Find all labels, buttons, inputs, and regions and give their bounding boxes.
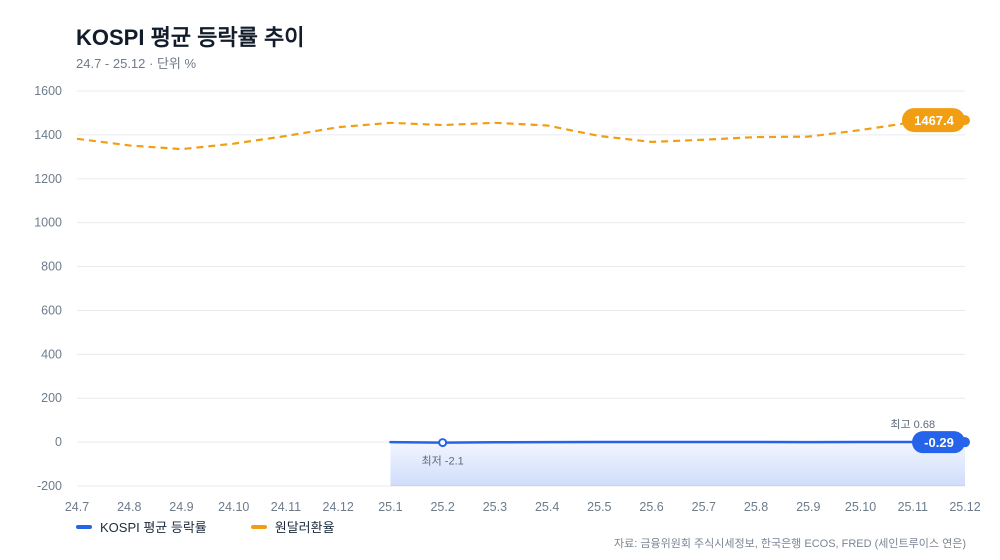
kospi-max-label: 최고 0.68 [890, 418, 935, 431]
x-tick-label: 24.11 [271, 500, 301, 514]
x-tick-label: 24.9 [169, 500, 193, 514]
x-tick-label: 25.8 [744, 500, 768, 514]
y-tick-label: 200 [41, 391, 62, 405]
legend-item-kospi[interactable]: KOSPI 평균 등락률 [76, 517, 207, 536]
kospi-min-point [438, 438, 448, 448]
y-tick-label: 800 [41, 260, 62, 274]
source-note: 자료: 금융위원회 주식시세정보, 한국은행 ECOS, FRED (세인트루이… [613, 538, 966, 550]
fx-end-point [960, 115, 970, 126]
legend-label-fx: 원달러환율 [274, 520, 335, 535]
kospi-value-badge-label: -0.29 [924, 435, 954, 450]
legend: KOSPI 평균 등락률 원달러환율 [76, 517, 335, 536]
y-tick-label: 0 [55, 435, 62, 449]
y-tick-label: 1600 [34, 84, 62, 98]
x-tick-label: 25.10 [845, 500, 876, 514]
kospi-end-point [960, 437, 970, 448]
fx-value-badge-label: 1467.4 [914, 113, 955, 128]
kospi-line [389, 440, 967, 444]
x-tick-label: 25.4 [535, 500, 559, 514]
x-tick-label: 24.12 [323, 500, 354, 514]
y-tick-label: 600 [41, 303, 62, 317]
x-tick-label: 25.5 [587, 500, 611, 514]
x-tick-label: 25.7 [692, 500, 716, 514]
x-tick-label: 24.8 [117, 500, 141, 514]
fx-line [76, 118, 966, 151]
legend-swatch-kospi [76, 524, 92, 529]
chart-subtitle: 24.7 - 25.12 · 단위 % [76, 56, 197, 71]
kospi-min-label: 최저 -2.1 [422, 455, 464, 468]
y-tick-label: 1200 [34, 172, 62, 186]
y-tick-label: 1000 [34, 216, 62, 230]
x-tick-label: 25.9 [796, 500, 820, 514]
legend-item-fx[interactable]: 원달러환율 [250, 517, 335, 536]
legend-swatch-fx [250, 524, 267, 529]
fx-value-badge [902, 108, 965, 133]
legend-label-kospi: KOSPI 평균 등락률 [100, 520, 207, 535]
x-tick-label: 25.6 [639, 500, 663, 514]
y-tick-label: 1400 [34, 128, 62, 142]
x-tick-label: 24.10 [218, 500, 249, 514]
x-tick-label: 25.11 [898, 500, 928, 514]
chart-title: KOSPI 평균 등락률 추이 [76, 25, 305, 50]
kospi-value-badge [912, 431, 965, 454]
x-tick-label: 25.1 [378, 500, 402, 514]
x-tick-label: 25.3 [483, 500, 507, 514]
x-tick-label: 25.12 [949, 500, 980, 514]
kospi-area [390, 441, 966, 486]
y-tick-label: 400 [41, 347, 62, 361]
y-tick-label: -200 [37, 479, 62, 493]
x-tick-label: 24.7 [65, 500, 89, 514]
x-tick-label: 25.2 [430, 500, 454, 514]
